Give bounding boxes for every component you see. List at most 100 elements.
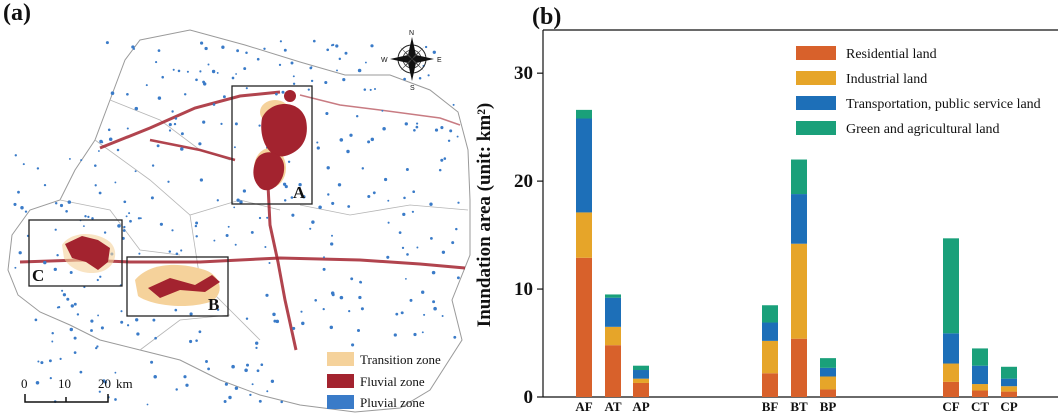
pluvial-point xyxy=(48,359,52,363)
zone-c-inundation xyxy=(62,234,116,274)
pluvial-point xyxy=(339,295,344,300)
pluvial-point xyxy=(18,251,22,255)
pluvial-point xyxy=(212,103,216,106)
pluvial-point xyxy=(51,340,54,343)
pluvial-point xyxy=(447,139,451,143)
pluvial-point xyxy=(361,167,365,170)
pluvial-point xyxy=(245,87,248,90)
y-ticks: 0 10 20 30 xyxy=(514,63,543,408)
pluvial-point xyxy=(37,360,40,363)
pluvial-point xyxy=(173,122,177,126)
pluvial-point xyxy=(167,180,170,183)
pluvial-point xyxy=(105,41,109,45)
pluvial-point xyxy=(236,198,240,202)
pluvial-point xyxy=(145,84,148,87)
bar-segment xyxy=(605,345,621,397)
pluvial-point xyxy=(123,200,127,204)
pluvial-point xyxy=(347,205,351,208)
category-labels: AF AT AP BF BT BP CF CT CP xyxy=(575,399,1017,413)
bar-segment xyxy=(791,243,807,339)
pluvial-point xyxy=(318,205,322,210)
pluvial-point xyxy=(316,146,320,150)
pluvial-point xyxy=(175,388,178,391)
pluvial-point xyxy=(386,255,390,259)
bar-segment xyxy=(943,381,959,397)
pluvial-point xyxy=(449,129,453,133)
legend-swatch-fluvial xyxy=(327,374,354,388)
pluvial-point xyxy=(360,307,364,311)
pluvial-point xyxy=(183,375,187,379)
pluvial-point xyxy=(309,227,312,230)
pluvial-point xyxy=(457,201,460,204)
pluvial-point xyxy=(171,110,174,113)
pluvial-point xyxy=(98,390,101,393)
pluvial-point xyxy=(108,137,113,141)
pluvial-point xyxy=(234,122,238,126)
legend-label-pluvial: Pluvial zone xyxy=(360,395,425,410)
pluvial-point xyxy=(194,224,198,228)
pluvial-point xyxy=(134,106,139,111)
pluvial-point xyxy=(268,261,271,265)
pluvial-point xyxy=(430,237,433,240)
pluvial-point xyxy=(54,202,58,205)
pluvial-point xyxy=(91,217,94,220)
legend-swatch-industrial xyxy=(796,71,836,85)
bar-segment xyxy=(943,363,959,382)
pluvial-point xyxy=(256,369,260,373)
pluvial-point xyxy=(283,48,287,52)
pluvial-point xyxy=(122,229,126,232)
pluvial-point xyxy=(73,351,77,354)
legend-label-transition: Transition zone xyxy=(360,352,441,367)
bar-segment xyxy=(1001,366,1017,379)
pluvial-point xyxy=(307,88,310,91)
pluvial-point xyxy=(364,61,367,64)
zone-c-label: C xyxy=(32,266,44,285)
pluvial-point xyxy=(327,193,330,196)
pluvial-point xyxy=(161,75,164,79)
pluvial-point xyxy=(290,61,294,65)
pluvial-point xyxy=(284,185,288,189)
pluvial-point xyxy=(96,345,99,348)
pluvial-point xyxy=(131,45,135,49)
inundation-map: A B C N S W E Transition zone Fluvial zo… xyxy=(7,29,471,413)
pluvial-point xyxy=(65,210,68,213)
pluvial-point xyxy=(266,216,269,219)
pluvial-point xyxy=(57,305,61,309)
compass-s: S xyxy=(410,85,415,92)
pluvial-point xyxy=(157,49,161,52)
pluvial-point xyxy=(324,80,328,85)
pluvial-point xyxy=(183,93,187,96)
pluvial-point xyxy=(429,202,433,206)
pluvial-point xyxy=(14,154,17,157)
pluvial-point xyxy=(54,228,57,231)
bar-segment xyxy=(633,378,649,383)
pluvial-point xyxy=(139,217,142,220)
zone-a-inundation xyxy=(253,90,307,191)
pluvial-point xyxy=(413,128,416,132)
pluvial-point xyxy=(20,206,24,210)
pluvial-point xyxy=(356,328,361,333)
pluvial-point xyxy=(301,321,305,326)
pluvial-point xyxy=(231,364,235,369)
pluvial-point xyxy=(403,196,406,200)
pluvial-point xyxy=(129,219,132,223)
pluvial-point xyxy=(231,76,235,80)
pluvial-point xyxy=(372,191,376,195)
pluvial-point xyxy=(405,168,409,171)
pluvial-point xyxy=(223,400,227,403)
pluvial-point xyxy=(438,168,442,172)
pluvial-point xyxy=(348,310,351,313)
pluvial-point xyxy=(382,127,386,131)
bar-segment xyxy=(943,333,959,364)
pluvial-point xyxy=(423,313,426,316)
pluvial-point xyxy=(383,177,388,182)
pluvial-point xyxy=(17,190,20,194)
pluvial-point xyxy=(234,243,237,246)
pluvial-point xyxy=(331,201,335,205)
pluvial-point xyxy=(433,306,437,311)
pluvial-point xyxy=(258,216,262,220)
pluvial-point xyxy=(370,137,375,142)
y-tick-label: 30 xyxy=(514,63,533,84)
pluvial-point xyxy=(292,82,296,85)
pluvial-point xyxy=(40,361,44,365)
